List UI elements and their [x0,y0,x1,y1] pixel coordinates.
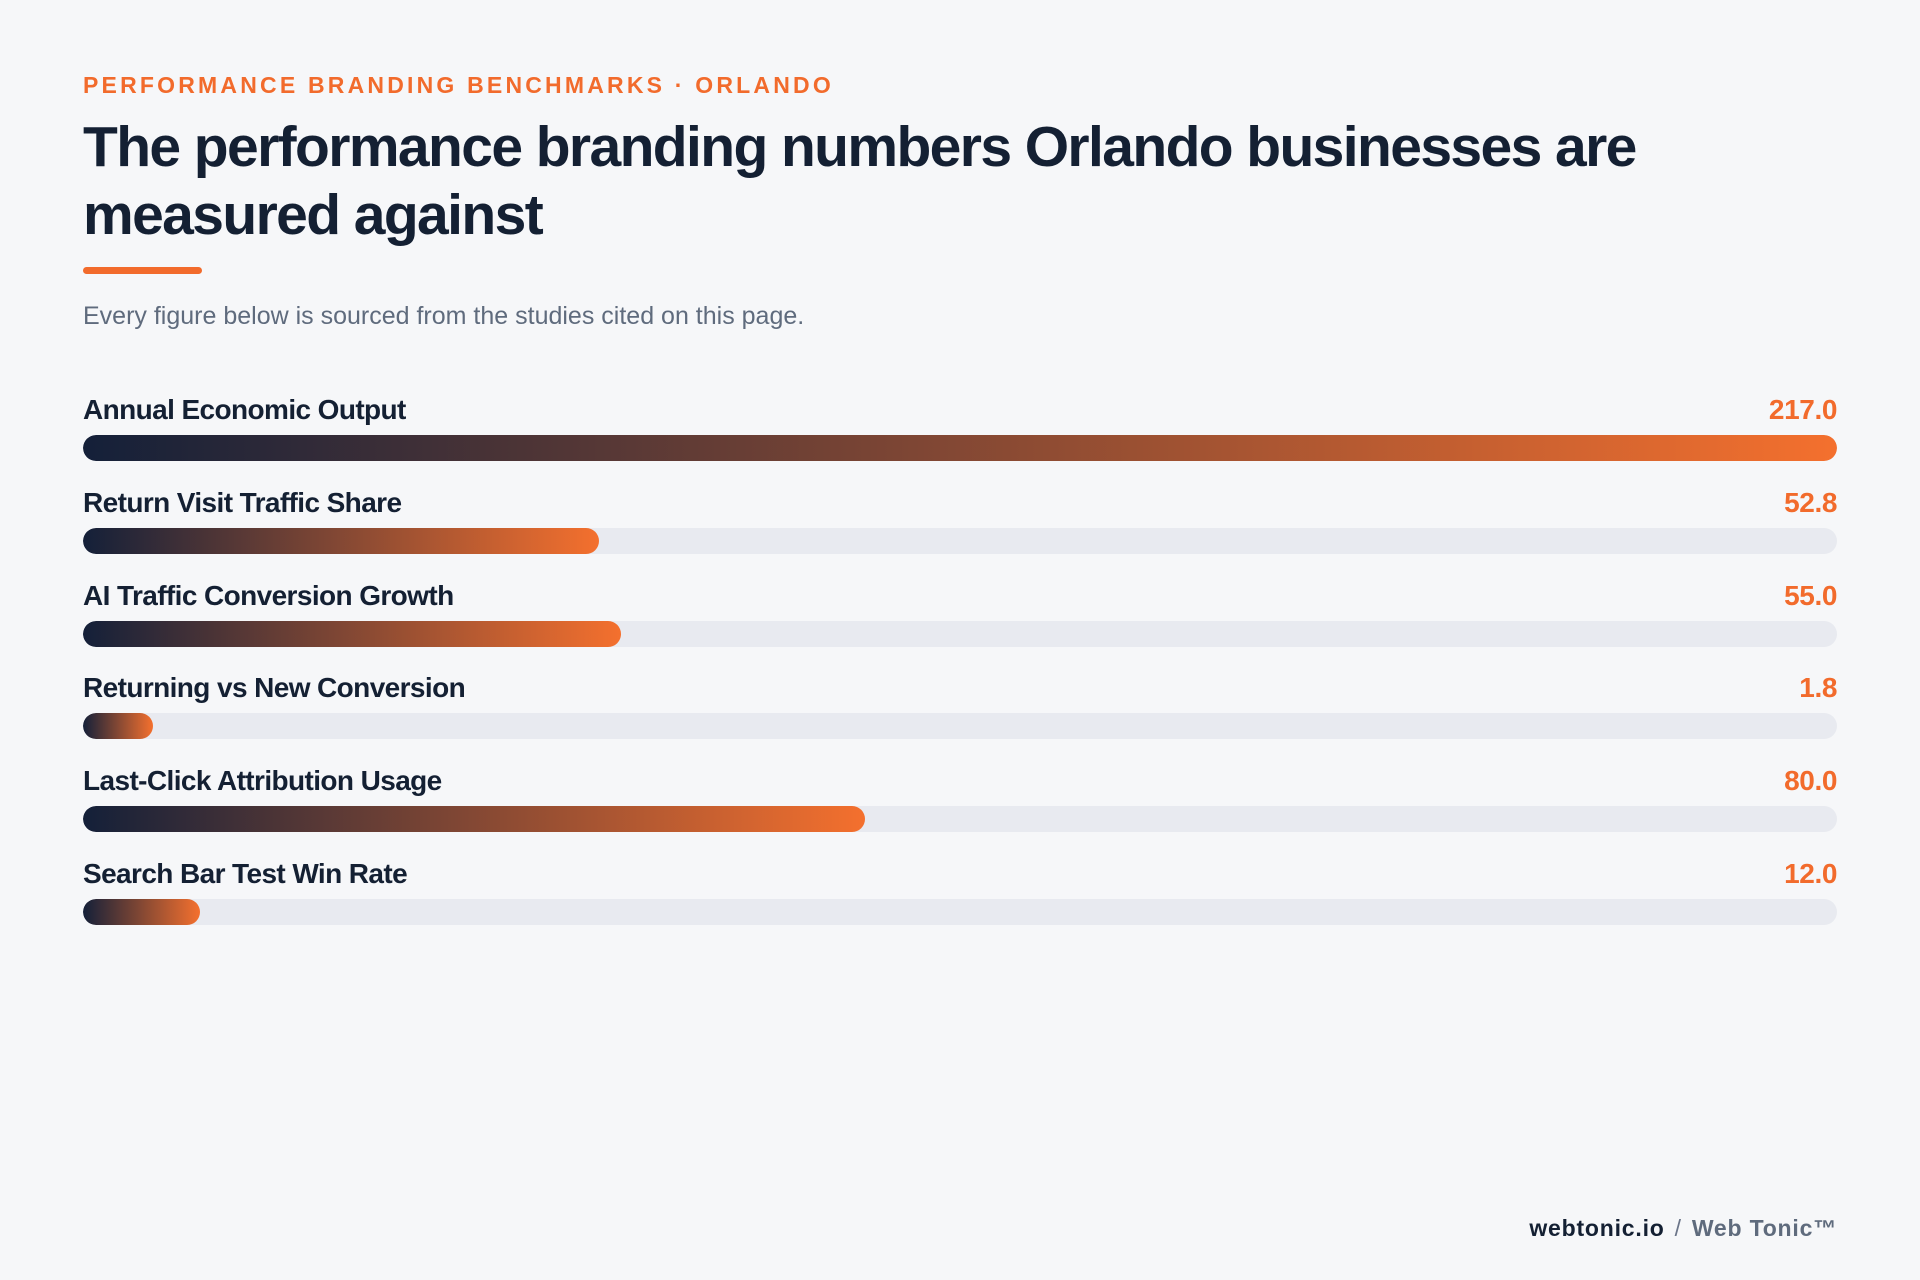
bar-label: AI Traffic Conversion Growth [83,579,454,611]
accent-rule [83,267,202,274]
bar-fill [83,806,865,833]
bar-row: Returning vs New Conversion 1.8 [83,672,1837,752]
bar-row: Last-Click Attribution Usage 80.0 [83,765,1837,845]
bar-track [83,713,1837,740]
bar-track [83,435,1837,461]
bar-label: Last-Click Attribution Usage [83,765,442,797]
bar-track [83,620,1837,647]
page-title: The performance branding numbers Orlando… [83,115,1637,247]
bar-label: Annual Economic Output [83,394,406,425]
footer-domain: webtonic.io [1529,1215,1665,1241]
bar-track [83,527,1837,554]
bar-label: Returning vs New Conversion [83,672,466,704]
bar-fill [83,527,599,554]
eyebrow-label: PERFORMANCE BRANDING BENCHMARKS · ORLAND… [83,72,834,98]
bar-value-label: 1.8 [1799,672,1837,704]
bar-value-label: 55.0 [1784,579,1837,611]
bar-track [83,899,1837,925]
footer-credit: webtonic.io / Web Tonic™ [1529,1215,1837,1242]
bar-fill [83,435,1837,461]
bar-fill [83,713,153,740]
bar-fill [83,620,621,647]
bar-row: AI Traffic Conversion Growth 55.0 [83,580,1837,660]
subtitle: Every figure below is sourced from the s… [83,302,805,330]
bar-label: Return Visit Traffic Share [83,486,402,518]
bar-value-label: 217.0 [1768,394,1837,425]
bar-value-label: 80.0 [1784,765,1837,797]
footer-separator: / [1674,1215,1682,1241]
bar-row: Search Bar Test Win Rate 12.0 [83,858,1837,938]
bar-fill [83,899,200,925]
bar-value-label: 52.8 [1784,486,1837,518]
footer-brand: Web Tonic™ [1691,1215,1837,1241]
bar-track [83,806,1837,833]
bar-row: Annual Economic Output 217.0 [83,394,1837,474]
bar-row: Return Visit Traffic Share 52.8 [83,487,1837,567]
bar-label: Search Bar Test Win Rate [83,858,408,889]
bar-value-label: 12.0 [1784,858,1837,889]
